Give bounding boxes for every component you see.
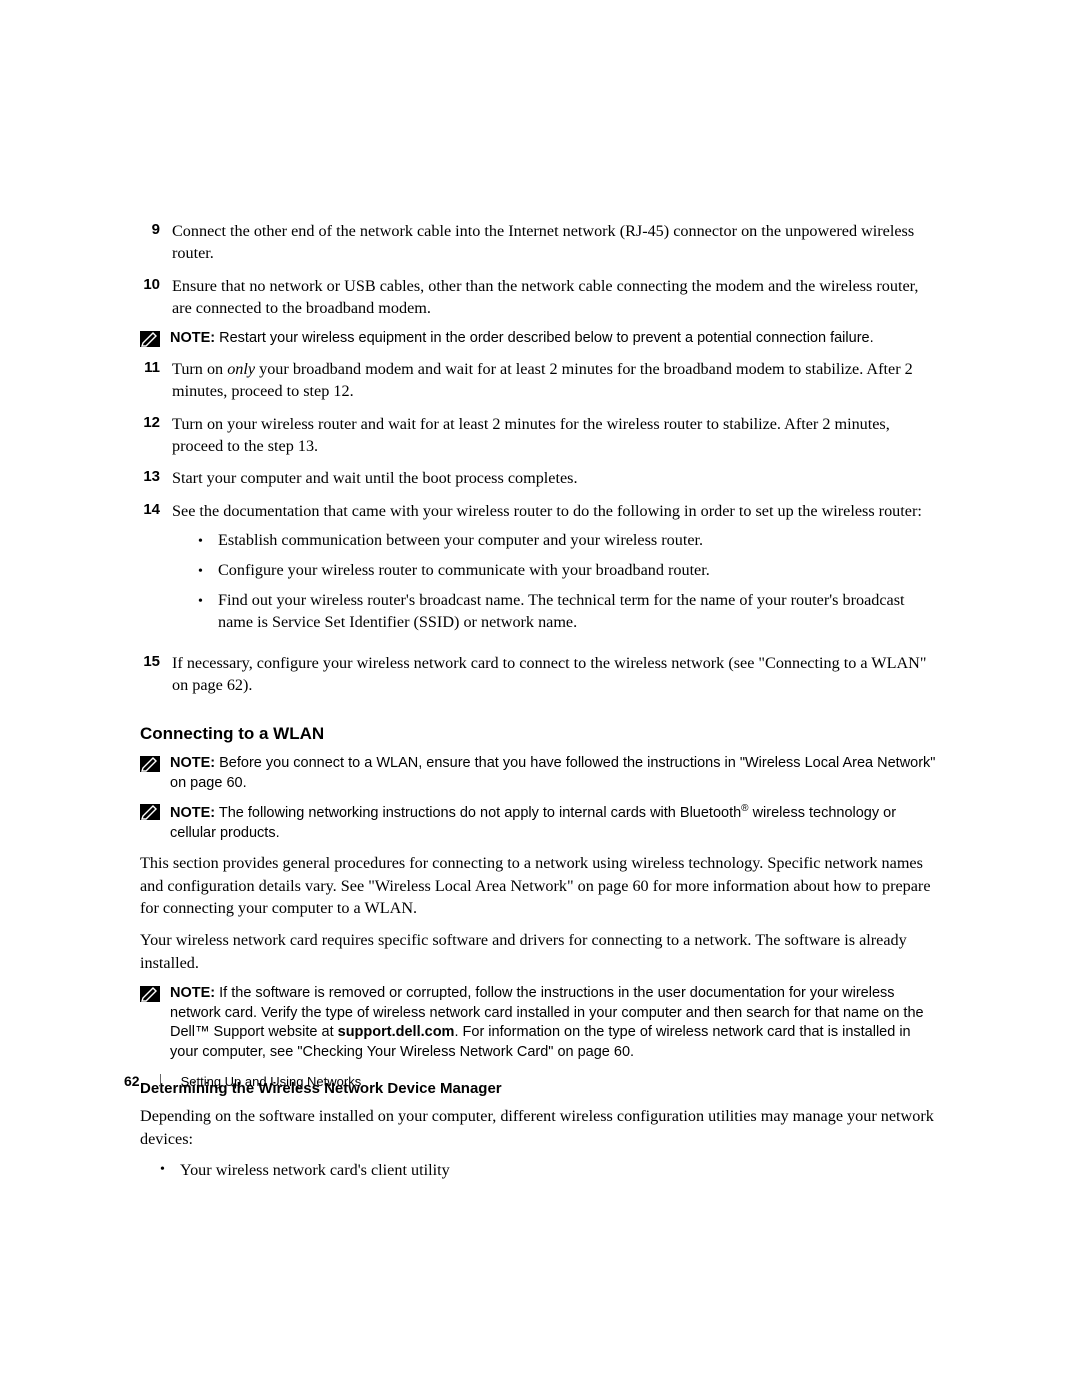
step-14: 14 See the documentation that came with … xyxy=(140,500,940,642)
step-text: Connect the other end of the network cab… xyxy=(172,220,940,265)
step-text: If necessary, configure your wireless ne… xyxy=(172,652,940,697)
note-text: NOTE: Before you connect to a WLAN, ensu… xyxy=(170,754,940,793)
bullet-icon: • xyxy=(198,590,218,634)
note-restart: NOTE: Restart your wireless equipment in… xyxy=(140,329,940,349)
bullet-icon: • xyxy=(160,1160,180,1182)
paragraph: Depending on the software installed on y… xyxy=(140,1105,940,1150)
note-label: NOTE: xyxy=(170,755,215,771)
pencil-note-icon xyxy=(140,804,160,820)
italic-only: only xyxy=(227,360,255,378)
step-number: 13 xyxy=(140,467,172,489)
heading-connecting-wlan: Connecting to a WLAN xyxy=(140,724,940,744)
step-number: 11 xyxy=(140,358,172,403)
bullet-text: Establish communication between your com… xyxy=(218,530,940,552)
page-footer: 62 Setting Up and Using Networks xyxy=(124,1073,361,1089)
note-label: NOTE: xyxy=(170,330,215,346)
section-title: Setting Up and Using Networks xyxy=(181,1074,362,1089)
note-bluetooth: NOTE: The following networking instructi… xyxy=(140,802,940,843)
note-text: NOTE: If the software is removed or corr… xyxy=(170,984,940,1062)
paragraph: This section provides general procedures… xyxy=(140,852,940,919)
step-number: 15 xyxy=(140,652,172,697)
page-number: 62 xyxy=(124,1073,140,1089)
note-label: NOTE: xyxy=(170,805,215,821)
step-14-bullets: • Establish communication between your c… xyxy=(172,530,940,633)
bullet-text: Find out your wireless router's broadcas… xyxy=(218,590,940,634)
note-before-wlan: NOTE: Before you connect to a WLAN, ensu… xyxy=(140,754,940,793)
list-item: • Configure your wireless router to comm… xyxy=(172,560,940,582)
step-number: 14 xyxy=(140,500,172,642)
page-content: 9 Connect the other end of the network c… xyxy=(140,220,940,1190)
list-item: • Your wireless network card's client ut… xyxy=(140,1160,940,1182)
step-number: 10 xyxy=(140,275,172,320)
bullet-icon: • xyxy=(198,560,218,582)
step-text: Turn on only your broadband modem and wa… xyxy=(172,358,940,403)
support-url: support.dell.com xyxy=(338,1024,455,1040)
list-item: • Find out your wireless router's broadc… xyxy=(172,590,940,634)
footer-divider xyxy=(160,1074,161,1088)
step-13: 13 Start your computer and wait until th… xyxy=(140,467,940,489)
step-11: 11 Turn on only your broadband modem and… xyxy=(140,358,940,403)
step-text: See the documentation that came with you… xyxy=(172,500,940,642)
list-item: • Establish communication between your c… xyxy=(172,530,940,552)
paragraph: Your wireless network card requires spec… xyxy=(140,929,940,974)
note-software: NOTE: If the software is removed or corr… xyxy=(140,984,940,1062)
step-15: 15 If necessary, configure your wireless… xyxy=(140,652,940,697)
step-number: 9 xyxy=(140,220,172,265)
registered-mark: ® xyxy=(741,803,748,814)
note-text: NOTE: The following networking instructi… xyxy=(170,802,940,843)
step-9: 9 Connect the other end of the network c… xyxy=(140,220,940,265)
step-10: 10 Ensure that no network or USB cables,… xyxy=(140,275,940,320)
step-text: Start your computer and wait until the b… xyxy=(172,467,940,489)
bullet-text: Configure your wireless router to commun… xyxy=(218,560,940,582)
step-12: 12 Turn on your wireless router and wait… xyxy=(140,413,940,458)
pencil-note-icon xyxy=(140,986,160,1002)
bullet-icon: • xyxy=(198,530,218,552)
note-label: NOTE: xyxy=(170,985,215,1001)
pencil-note-icon xyxy=(140,331,160,347)
bullet-text: Your wireless network card's client util… xyxy=(180,1160,940,1182)
pencil-note-icon xyxy=(140,756,160,772)
step-number: 12 xyxy=(140,413,172,458)
step-text: Ensure that no network or USB cables, ot… xyxy=(172,275,940,320)
step-text: Turn on your wireless router and wait fo… xyxy=(172,413,940,458)
note-text: NOTE: Restart your wireless equipment in… xyxy=(170,329,940,349)
